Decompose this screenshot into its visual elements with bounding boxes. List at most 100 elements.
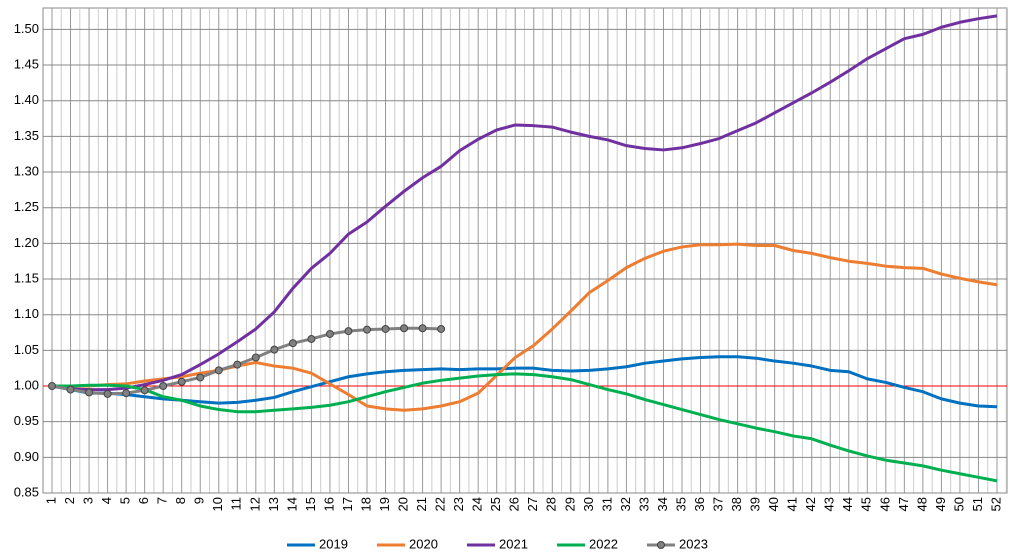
x-tick-label: 45 <box>859 497 874 511</box>
series-line <box>52 242 998 412</box>
series-marker <box>381 324 390 333</box>
legend-marker <box>657 541 665 549</box>
x-tick-label: 19 <box>377 497 392 511</box>
y-tick-label: 1.05 <box>14 342 39 357</box>
series-marker <box>177 377 186 386</box>
series-marker <box>85 388 94 397</box>
x-tick-label: 5 <box>118 497 133 504</box>
series-marker <box>48 382 56 391</box>
x-tick-label: 52 <box>988 497 1003 511</box>
series-marker <box>418 324 427 333</box>
y-tick-label: 0.90 <box>14 449 39 464</box>
x-tick-label: 35 <box>673 497 688 511</box>
x-tick-label: 34 <box>655 497 670 511</box>
series-marker <box>140 386 149 395</box>
x-tick-label: 24 <box>470 497 485 511</box>
x-tick-label: 8 <box>173 497 188 504</box>
x-tick-label: 46 <box>877 497 892 511</box>
x-tick-label: 4 <box>99 497 114 504</box>
y-tick-label: 0.85 <box>14 484 39 499</box>
x-tick-label: 49 <box>933 497 948 511</box>
x-tick-label: 50 <box>951 497 966 511</box>
series-marker <box>251 353 260 362</box>
x-tick-label: 11 <box>229 497 244 511</box>
legend-label: 2022 <box>589 536 618 551</box>
x-tick-label: 48 <box>914 497 929 511</box>
series-marker <box>288 339 297 348</box>
x-tick-label: 3 <box>80 497 95 504</box>
x-tick-label: 7 <box>155 497 170 504</box>
x-tick-label: 9 <box>192 497 207 504</box>
x-tick-label: 10 <box>210 497 225 511</box>
series-line <box>51 14 998 392</box>
x-tick-label: 14 <box>284 497 299 511</box>
x-tick-label: 40 <box>766 497 781 511</box>
x-tick-label: 36 <box>692 497 707 511</box>
x-tick-label: 42 <box>803 497 818 511</box>
x-tick-label: 22 <box>433 497 448 511</box>
series-line <box>52 372 998 483</box>
x-tick-label: 26 <box>507 497 522 511</box>
x-tick-label: 47 <box>896 497 911 511</box>
x-tick-label: 31 <box>599 497 614 511</box>
series-marker <box>437 324 446 333</box>
y-tick-label: 0.95 <box>14 413 39 428</box>
y-tick-label: 1.50 <box>14 21 39 36</box>
x-tick-label: 13 <box>266 497 281 511</box>
x-tick-label: 1 <box>43 497 58 504</box>
series-marker <box>400 324 409 333</box>
x-tick-label: 33 <box>636 497 651 511</box>
y-tick-label: 1.10 <box>14 306 39 321</box>
x-tick-label: 30 <box>581 497 596 511</box>
y-tick-label: 1.20 <box>14 235 39 250</box>
legend-label: 2021 <box>499 536 528 551</box>
series-marker <box>344 327 353 336</box>
series-marker <box>363 325 371 334</box>
series-marker <box>307 334 316 343</box>
x-tick-label: 15 <box>303 497 318 511</box>
x-tick-label: 37 <box>710 497 725 511</box>
series-marker <box>196 373 205 382</box>
y-tick-label: 1.30 <box>14 163 39 178</box>
series-marker <box>233 360 242 369</box>
x-tick-label: 21 <box>414 497 429 511</box>
x-tick-label: 43 <box>822 497 837 511</box>
x-tick-label: 12 <box>247 497 262 511</box>
legend-label: 2023 <box>679 536 708 551</box>
series-marker <box>214 366 223 375</box>
series-marker <box>325 329 334 338</box>
series-marker <box>103 389 112 398</box>
legend-label: 2019 <box>319 536 348 551</box>
y-tick-label: 1.15 <box>14 270 39 285</box>
x-tick-label: 32 <box>618 497 633 511</box>
series-line <box>51 326 442 396</box>
series-marker <box>159 382 168 391</box>
y-tick-label: 1.25 <box>14 199 39 214</box>
x-tick-label: 27 <box>525 497 540 511</box>
x-tick-label: 6 <box>136 497 151 504</box>
x-tick-label: 38 <box>729 497 744 511</box>
y-tick-label: 1.40 <box>14 92 39 107</box>
series-marker <box>66 385 75 394</box>
series-marker <box>122 389 131 398</box>
y-tick-label: 1.00 <box>14 377 39 392</box>
y-tick-label: 1.45 <box>14 56 39 71</box>
x-tick-label: 44 <box>840 497 855 511</box>
x-tick-label: 23 <box>451 497 466 511</box>
x-tick-label: 20 <box>395 497 410 511</box>
x-tick-label: 41 <box>785 497 800 511</box>
x-tick-label: 29 <box>562 497 577 511</box>
y-tick-label: 1.35 <box>14 128 39 143</box>
legend-label: 2020 <box>409 536 438 551</box>
series-marker <box>270 345 279 354</box>
x-tick-label: 17 <box>340 497 355 511</box>
x-tick-label: 25 <box>488 497 503 511</box>
x-tick-label: 2 <box>62 497 77 504</box>
x-tick-label: 39 <box>748 497 763 511</box>
x-tick-label: 51 <box>970 497 985 511</box>
x-tick-label: 18 <box>358 497 373 511</box>
x-tick-label: 16 <box>321 497 336 511</box>
x-tick-label: 28 <box>544 497 559 511</box>
series-line <box>51 355 998 409</box>
